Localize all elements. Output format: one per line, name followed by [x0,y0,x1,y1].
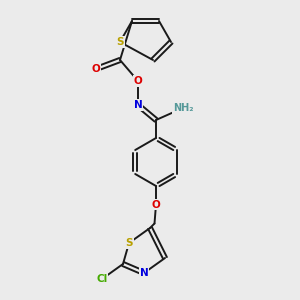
Text: O: O [134,76,142,86]
Text: S: S [116,37,124,47]
Text: N: N [140,268,148,278]
Text: O: O [92,64,100,74]
Text: Cl: Cl [96,274,108,284]
Text: NH₂: NH₂ [173,103,193,113]
Text: S: S [125,238,133,248]
Text: N: N [134,100,142,110]
Text: O: O [152,200,160,210]
